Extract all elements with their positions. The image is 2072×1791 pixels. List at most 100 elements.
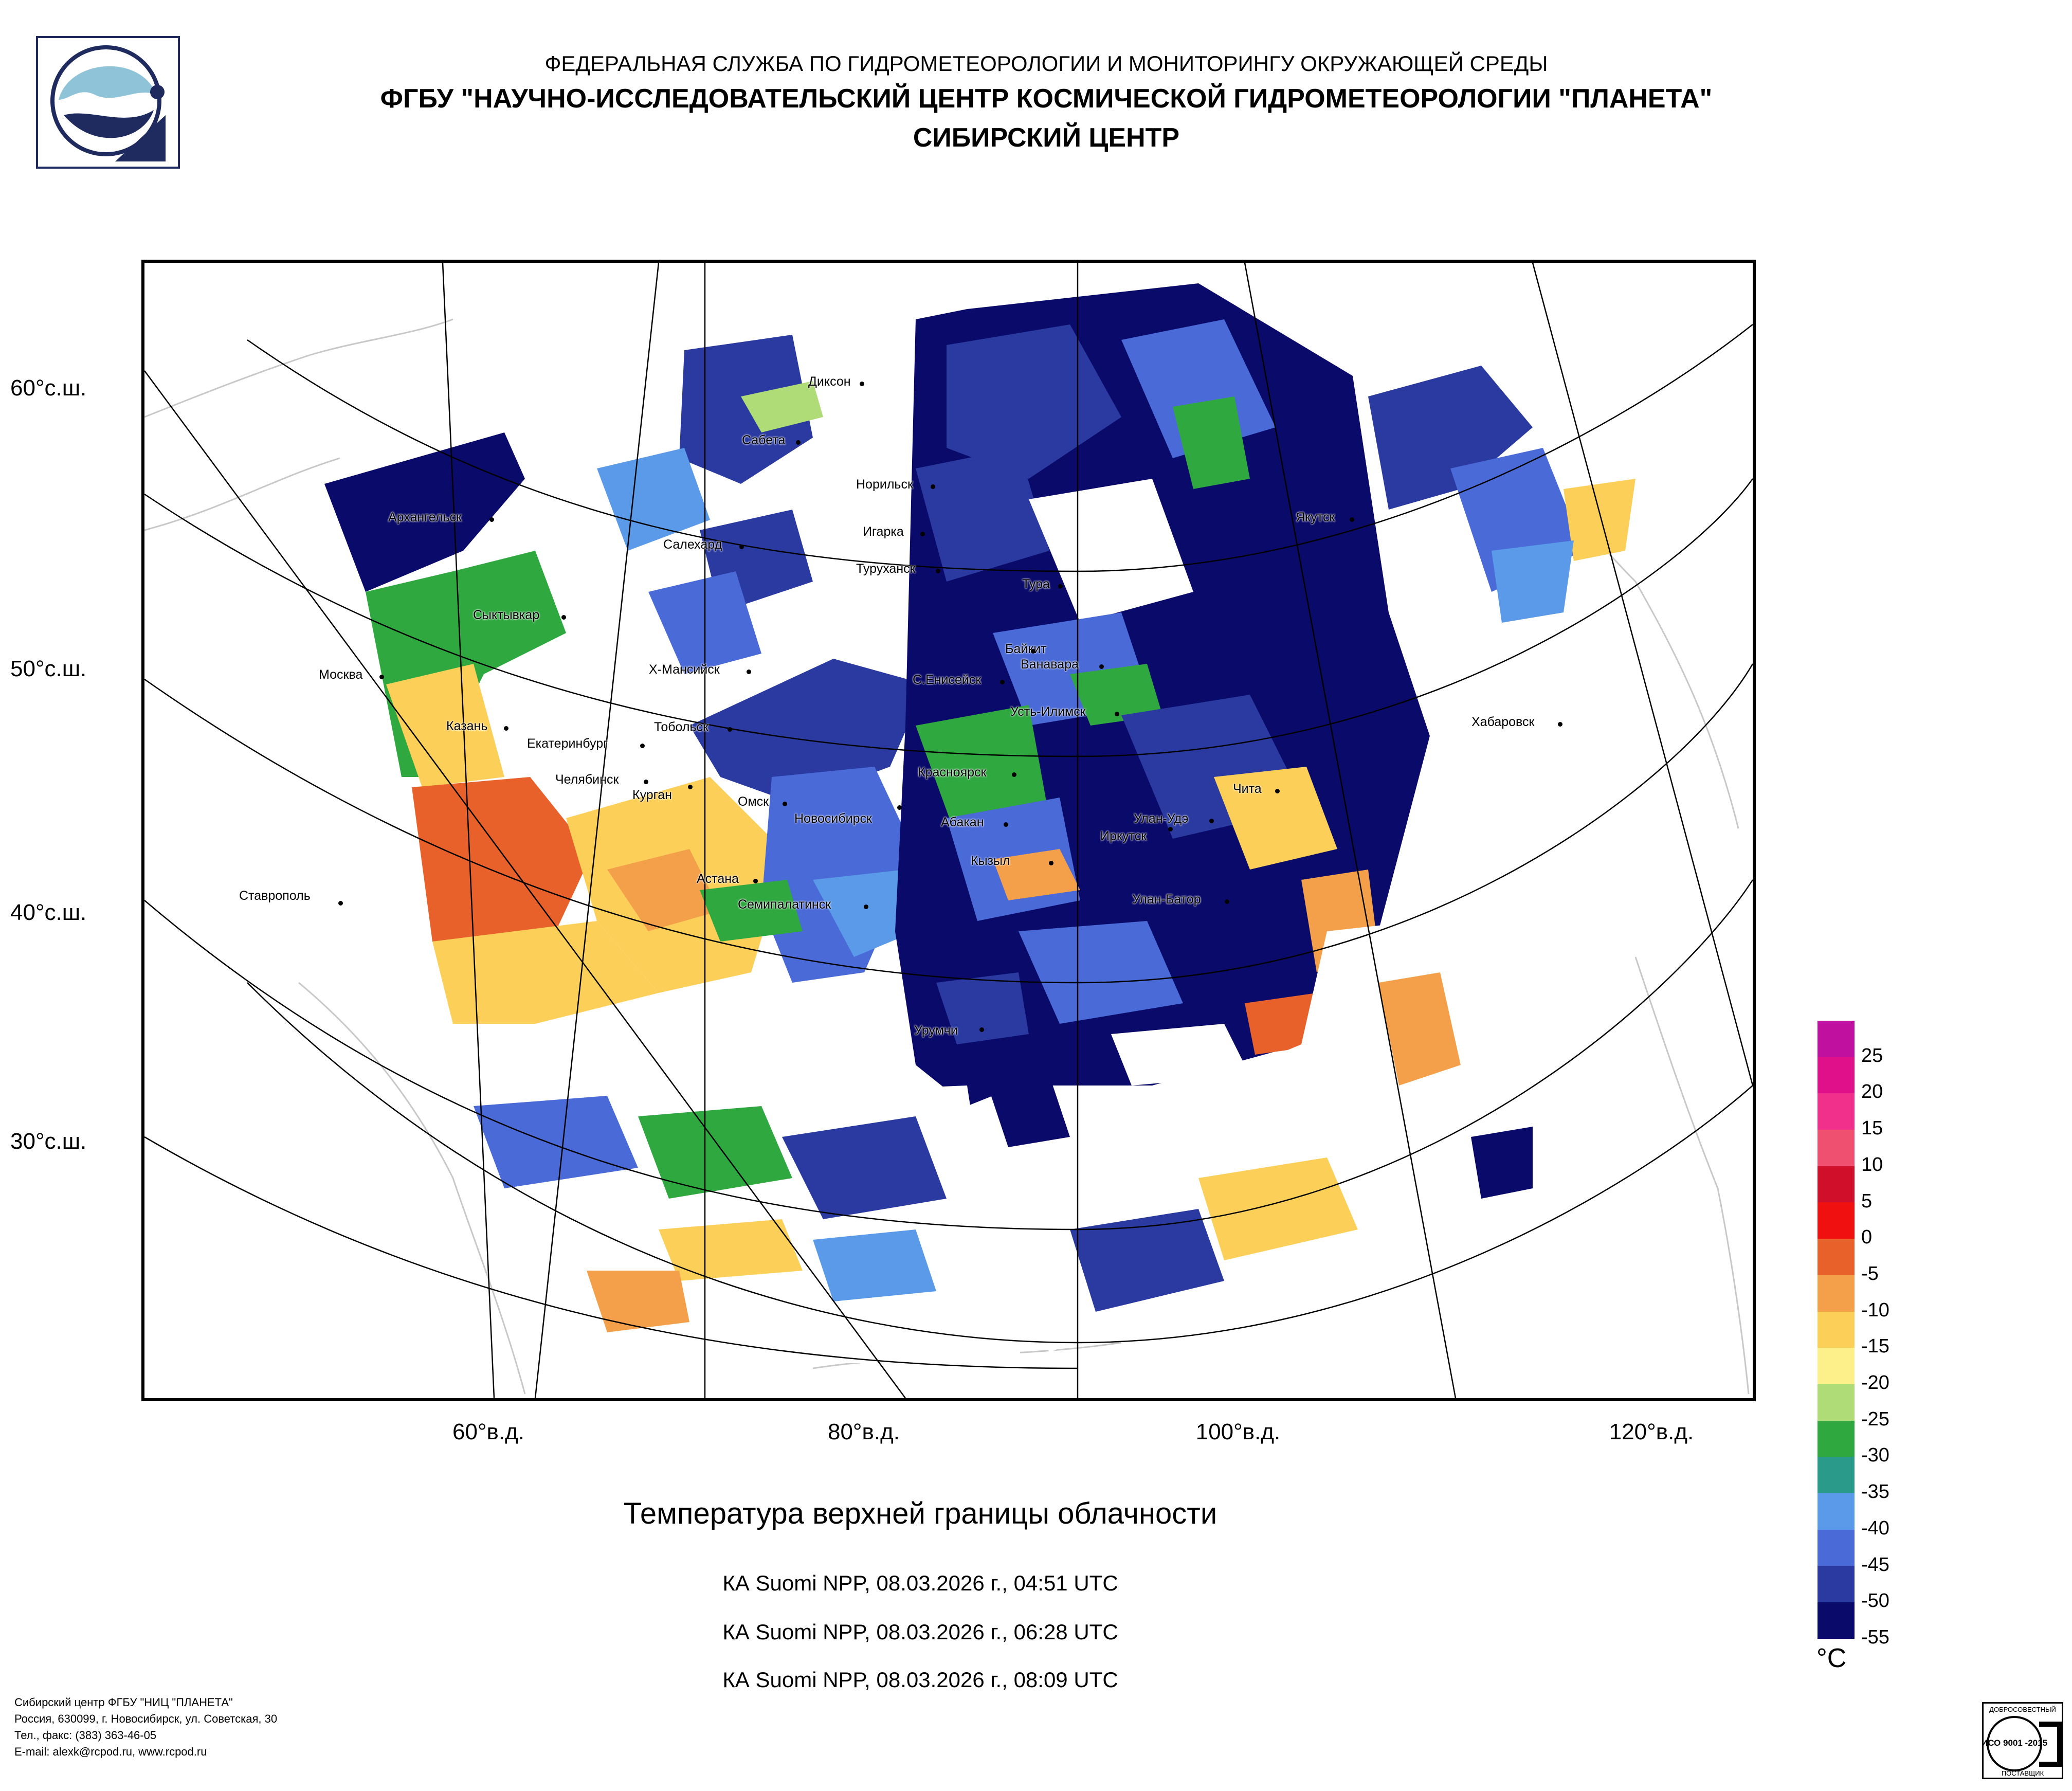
city-dot: [753, 879, 758, 883]
legend-tick-label: -10: [1861, 1299, 1889, 1321]
city-dot: [1115, 712, 1119, 716]
city-dot: [1000, 680, 1005, 684]
legend-color-cell: [1817, 1566, 1855, 1602]
footer-phone: Тел., факс: (383) 363-46-05: [14, 1729, 157, 1742]
legend-tick-label: 5: [1861, 1190, 1873, 1212]
pass-info: КА Suomi NPP, 08.03.2026 г., 06:28 UTC: [722, 1620, 1118, 1644]
city-dot: [1004, 822, 1008, 827]
city-label: Байкит: [1005, 642, 1047, 656]
city-dot: [920, 532, 925, 536]
pass-info: КА Suomi NPP, 08.03.2026 г., 08:09 UTC: [722, 1668, 1118, 1692]
city-label: Абакан: [941, 815, 984, 829]
city-label: Ванавара: [1021, 657, 1079, 672]
stamp-top-text: ДОБРОСОВЕСТНЫЙ: [1989, 1706, 2056, 1713]
legend-tick-label: -20: [1861, 1372, 1889, 1394]
pass-info: КА Suomi NPP, 08.03.2026 г., 04:51 UTC: [722, 1571, 1118, 1595]
city-label: Якутск: [1296, 510, 1335, 524]
city-label: Усть-Илимск: [1010, 704, 1086, 719]
iso-stamp: ДОБРОСОВЕСТНЫЙ ИСО 9001 -2015 ПОСТАВЩИК: [1982, 1702, 2063, 1779]
city-label: Курган: [632, 788, 672, 802]
city-dot: [1168, 827, 1173, 831]
city-label: Москва: [319, 667, 363, 682]
city-label: Омск: [738, 794, 769, 809]
legend-color-cell: [1817, 1384, 1855, 1421]
city-label: Чита: [1233, 782, 1262, 796]
lon-label-120: 120°в.д.: [1609, 1419, 1694, 1444]
legend-color-cell: [1817, 1057, 1855, 1094]
organization-logo: [36, 36, 180, 169]
city-dot: [1350, 517, 1354, 522]
city-dot: [1012, 772, 1016, 777]
legend-tick-label: 15: [1861, 1117, 1883, 1139]
city-dot: [1225, 899, 1229, 904]
header-institution: ФГБУ "НАУЧНО-ИССЛЕДОВАТЕЛЬСКИЙ ЦЕНТР КОС…: [380, 84, 1713, 114]
city-dot: [979, 1027, 984, 1032]
stamp-bottom-text: ПОСТАВЩИК: [2002, 1769, 2044, 1777]
legend-color-cell: [1817, 1130, 1855, 1166]
legend-color-cell: [1817, 1420, 1855, 1457]
city-dot: [489, 517, 494, 522]
color-legend: [1817, 1021, 1855, 1639]
legend-color-cell: [1817, 1348, 1855, 1384]
city-label: Улан-Батор: [1132, 892, 1201, 907]
legend-tick-label: -55: [1861, 1626, 1889, 1648]
city-dot: [864, 904, 868, 909]
city-dot: [338, 901, 343, 906]
city-dot: [688, 785, 693, 789]
city-dot: [931, 484, 935, 489]
legend-tick-label: -15: [1861, 1335, 1889, 1358]
city-label: Тура: [1022, 577, 1050, 591]
legend-tick-label: -40: [1861, 1517, 1889, 1539]
legend-tick-label: 25: [1861, 1044, 1883, 1066]
lon-label-80: 80°в.д.: [827, 1419, 900, 1444]
legend-tick-label: -5: [1861, 1262, 1879, 1285]
legend-color-cell: [1817, 1093, 1855, 1130]
lat-label-30: 30°с.ш.: [10, 1129, 87, 1154]
legend-color-cell: [1817, 1311, 1855, 1348]
city-dot: [860, 382, 864, 386]
city-label: Тобольск: [654, 720, 708, 734]
footer-org: Сибирский центр ФГБУ "НИЦ "ПЛАНЕТА": [14, 1696, 233, 1709]
city-label: Красноярск: [918, 765, 987, 780]
legend-color-cell: [1817, 1529, 1855, 1566]
city-dot: [796, 440, 801, 445]
city-label: Семипалатинск: [738, 897, 831, 912]
legend-color-cell: [1817, 1239, 1855, 1275]
city-label: Новосибирск: [794, 811, 872, 826]
legend-tick-label: 20: [1861, 1081, 1883, 1103]
city-label: Иркутск: [1100, 829, 1147, 843]
city-label: Салехард: [663, 537, 722, 552]
lat-label-60: 60°с.ш.: [10, 375, 87, 401]
city-dot: [1058, 584, 1063, 589]
city-label: Ставрополь: [239, 889, 311, 903]
header-center: СИБИРСКИЙ ЦЕНТР: [913, 123, 1180, 153]
city-label: Диксон: [808, 374, 851, 389]
city-label: Игарка: [863, 524, 904, 539]
city-dot: [1099, 664, 1104, 669]
city-dot: [747, 670, 751, 674]
legend-color-cell: [1817, 1275, 1855, 1312]
lon-label-60: 60°в.д.: [452, 1419, 525, 1444]
legend-tick-label: -45: [1861, 1553, 1889, 1576]
city-dot: [644, 780, 648, 784]
city-label: Норильск: [856, 477, 913, 492]
city-label: Сыктывкар: [473, 608, 540, 622]
city-label: Екатеринбург: [527, 736, 608, 751]
city-dot: [379, 675, 384, 679]
city-label: Казань: [446, 719, 488, 733]
lat-label-40: 40°с.ш.: [10, 900, 87, 925]
city-label: С.Енисейск: [913, 673, 982, 687]
city-dot: [1558, 722, 1562, 727]
legend-tick-label: 0: [1861, 1226, 1873, 1249]
city-dot: [561, 615, 566, 620]
legend-color-cell: [1817, 1202, 1855, 1239]
footer-email: E-mail: alexk@rcpod.ru, www.rcpod.ru: [14, 1745, 207, 1758]
legend-tick-label: -35: [1861, 1481, 1889, 1503]
legend-color-cell: [1817, 1021, 1855, 1057]
footer-address: Россия, 630099, г. Новосибирск, ул. Сове…: [14, 1712, 278, 1725]
city-label: Астана: [697, 872, 739, 886]
legend-color-cell: [1817, 1457, 1855, 1493]
header-agency: ФЕДЕРАЛЬНАЯ СЛУЖБА ПО ГИДРОМЕТЕОРОЛОГИИ …: [544, 51, 1548, 76]
city-dot: [1049, 861, 1053, 865]
stamp-iso-text: ИСО 9001 -2015: [1984, 1738, 2047, 1748]
